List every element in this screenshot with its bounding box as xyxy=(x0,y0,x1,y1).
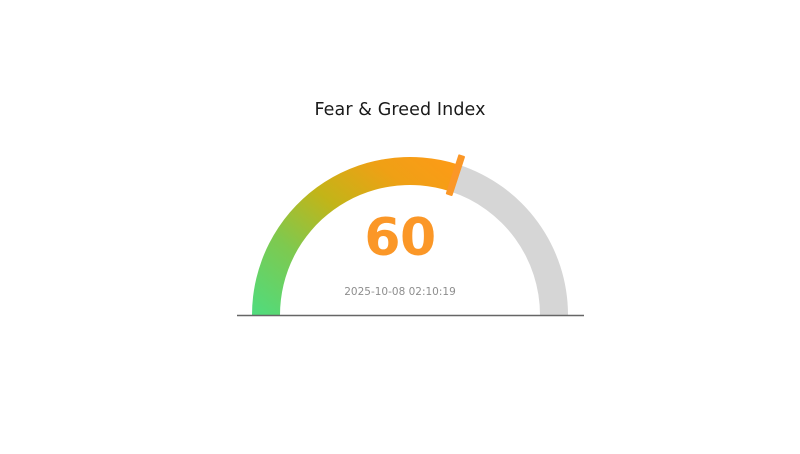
gauge-timestamp-text: 2025-10-08 02:10:19 xyxy=(344,286,456,298)
gauge-progress-arc xyxy=(252,156,459,315)
gauge-track-arc xyxy=(450,164,568,315)
gauge-needle-marker xyxy=(445,154,465,196)
page-title: Fear & Greed Index xyxy=(314,100,486,120)
gauge-value-text: 60 xyxy=(364,208,436,268)
